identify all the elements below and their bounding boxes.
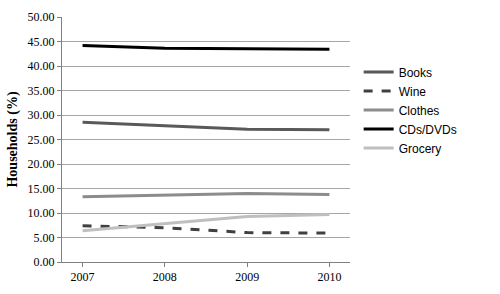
svg-text:CDs/DVDs: CDs/DVDs [399,123,457,137]
svg-text:40.00: 40.00 [28,59,55,73]
svg-text:Grocery: Grocery [399,142,442,156]
svg-text:Wine: Wine [399,85,427,99]
svg-text:Households (%): Households (%) [5,91,21,187]
svg-text:35.00: 35.00 [28,84,55,98]
svg-text:Clothes: Clothes [399,104,440,118]
svg-text:15.00: 15.00 [28,182,55,196]
svg-text:50.00: 50.00 [28,10,55,24]
svg-text:5.00: 5.00 [34,231,55,245]
svg-text:2010: 2010 [317,270,341,284]
svg-text:0.00: 0.00 [34,255,55,269]
svg-text:25.00: 25.00 [28,133,55,147]
svg-text:30.00: 30.00 [28,108,55,122]
svg-text:10.00: 10.00 [28,206,55,220]
svg-text:45.00: 45.00 [28,35,55,49]
svg-text:2008: 2008 [153,270,177,284]
svg-text:Books: Books [399,66,432,80]
svg-text:2009: 2009 [235,270,259,284]
svg-text:2007: 2007 [71,270,95,284]
svg-text:20.00: 20.00 [28,157,55,171]
